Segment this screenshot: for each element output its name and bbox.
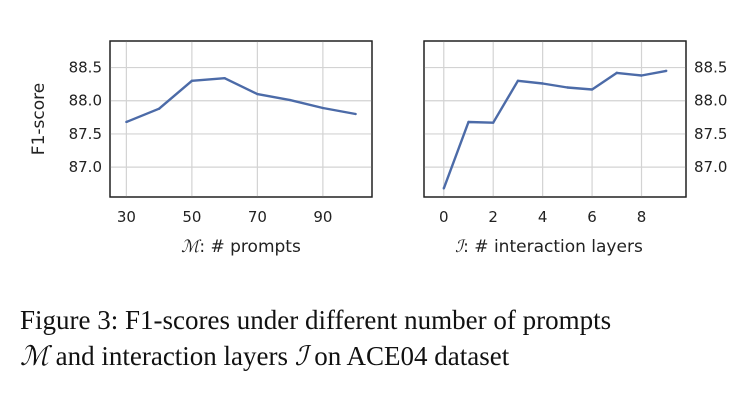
figure-caption: Figure 3: F1-scores under different numb…: [20, 302, 750, 375]
caption-symbol-m: ℳ: [20, 341, 49, 372]
x-tick-labels-interaction-layers: 0 2 4 6 8: [439, 208, 646, 226]
chart-prompts: 30 50 70 90 87.0 87.5 88.0 88.5 F1-score ℳ: # …: [29, 40, 373, 257]
plot-area-interaction-layers: [423, 40, 687, 198]
y-tick-label: 88.5: [694, 59, 727, 77]
gridlines-prompts: [110, 41, 372, 197]
series-line: [442, 69, 667, 189]
caption-line-2: ℳ and interaction layers ℐ on ACE04 data…: [20, 338, 750, 375]
y-tick-label: 87.0: [69, 158, 102, 176]
data-point: [125, 120, 128, 124]
x-tick-labels-prompts: 30 50 70 90: [117, 208, 333, 226]
data-point: [590, 88, 594, 91]
y-tick-label: 87.0: [694, 158, 727, 176]
y-tick-label: 88.0: [69, 92, 102, 110]
x-tick-label: 70: [248, 208, 267, 226]
x-axis-label-prompts: ℳ: # prompts: [181, 237, 301, 257]
data-point: [354, 112, 357, 116]
y-tick-label: 87.5: [694, 125, 727, 143]
data-point: [467, 120, 470, 124]
x-axis-label-text: : # prompts: [199, 237, 301, 257]
x-tick-label: 90: [313, 208, 332, 226]
gridlines-interaction-layers: [424, 41, 686, 197]
data-point: [492, 121, 495, 124]
x-tick-label: 2: [488, 208, 498, 226]
y-tick-label: 87.5: [69, 125, 102, 143]
x-tick-label: 4: [538, 208, 548, 226]
data-point: [640, 74, 643, 77]
data-point: [321, 106, 325, 110]
x-tick-label: 8: [637, 208, 647, 226]
data-point: [665, 69, 668, 73]
data-point: [566, 86, 569, 89]
series-line: [125, 77, 356, 124]
data-points-interaction-layers: [442, 69, 668, 190]
data-point: [157, 107, 161, 110]
data-point: [615, 71, 618, 75]
data-point: [516, 79, 520, 83]
plot-frame: [423, 40, 687, 198]
x-axis-label-interaction-layers: ℐ: # interaction layers: [455, 237, 643, 257]
y-tick-labels-interaction-layers: 87.0 87.5 88.0 88.5: [694, 59, 727, 177]
data-point: [288, 98, 292, 102]
y-tick-label: 88.5: [69, 59, 102, 77]
y-tick-label: 88.0: [694, 92, 727, 110]
symbol-m: ℳ: [181, 237, 202, 257]
y-axis-label: F1-score: [29, 83, 49, 155]
plot-frame: [109, 40, 373, 198]
caption-text-end: on ACE04 dataset: [307, 341, 510, 371]
y-tick-labels-prompts: 87.0 87.5 88.0 88.5: [69, 59, 102, 177]
x-axis-label-text: : # interaction layers: [463, 237, 643, 257]
chart-interaction-layers: 0 2 4 6 8 87.0 87.5 88.0 88.5 ℐ: # interaction …: [423, 40, 727, 257]
plot-area-prompts: [109, 40, 373, 198]
data-point: [256, 92, 259, 96]
data-point: [190, 79, 194, 83]
x-tick-label: 0: [439, 208, 449, 226]
data-point: [223, 76, 226, 80]
caption-line-1: Figure 3: F1-scores under different numb…: [20, 305, 612, 335]
figure-f1-scores: 30 50 70 90 87.087.588.088.5 F1-score ℳ: # …: [29, 40, 727, 257]
x-tick-label: 50: [182, 208, 201, 226]
symbol-i: ℐ: [455, 237, 466, 257]
caption-text-mid: and interaction layers: [48, 341, 295, 371]
caption-symbol-i: ℐ: [294, 341, 308, 372]
data-points-prompts: [125, 76, 357, 124]
x-tick-label: 6: [587, 208, 597, 226]
x-tick-label: 30: [117, 208, 136, 226]
data-point: [442, 187, 445, 190]
data-point: [541, 82, 544, 85]
